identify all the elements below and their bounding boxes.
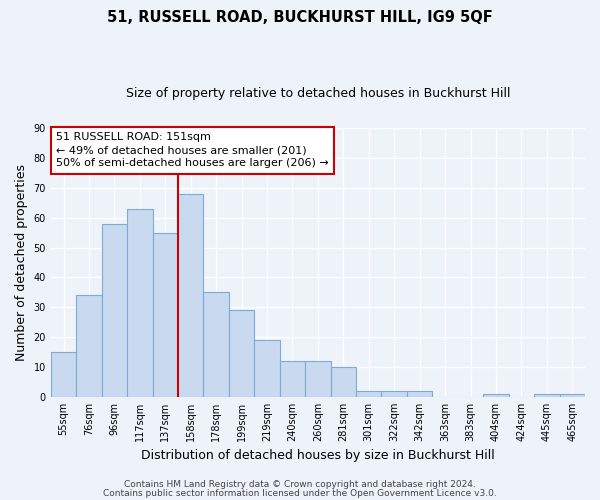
- Bar: [534, 394, 560, 397]
- Text: 51 RUSSELL ROAD: 151sqm
← 49% of detached houses are smaller (201)
50% of semi-d: 51 RUSSELL ROAD: 151sqm ← 49% of detache…: [56, 132, 329, 168]
- Text: 51, RUSSELL ROAD, BUCKHURST HILL, IG9 5QF: 51, RUSSELL ROAD, BUCKHURST HILL, IG9 5Q…: [107, 10, 493, 25]
- Bar: [356, 391, 382, 397]
- Bar: [305, 361, 331, 397]
- Text: Contains public sector information licensed under the Open Government Licence v3: Contains public sector information licen…: [103, 488, 497, 498]
- Bar: [127, 208, 152, 397]
- Bar: [178, 194, 203, 397]
- Bar: [51, 352, 76, 397]
- Bar: [101, 224, 127, 397]
- Bar: [203, 292, 229, 397]
- Bar: [254, 340, 280, 397]
- Bar: [280, 361, 305, 397]
- Title: Size of property relative to detached houses in Buckhurst Hill: Size of property relative to detached ho…: [125, 88, 510, 101]
- Bar: [331, 367, 356, 397]
- Bar: [560, 394, 585, 397]
- Bar: [76, 296, 101, 397]
- Y-axis label: Number of detached properties: Number of detached properties: [15, 164, 28, 361]
- Bar: [152, 232, 178, 397]
- Bar: [382, 391, 407, 397]
- Text: Contains HM Land Registry data © Crown copyright and database right 2024.: Contains HM Land Registry data © Crown c…: [124, 480, 476, 489]
- Bar: [407, 391, 433, 397]
- Bar: [483, 394, 509, 397]
- Bar: [229, 310, 254, 397]
- X-axis label: Distribution of detached houses by size in Buckhurst Hill: Distribution of detached houses by size …: [141, 450, 495, 462]
